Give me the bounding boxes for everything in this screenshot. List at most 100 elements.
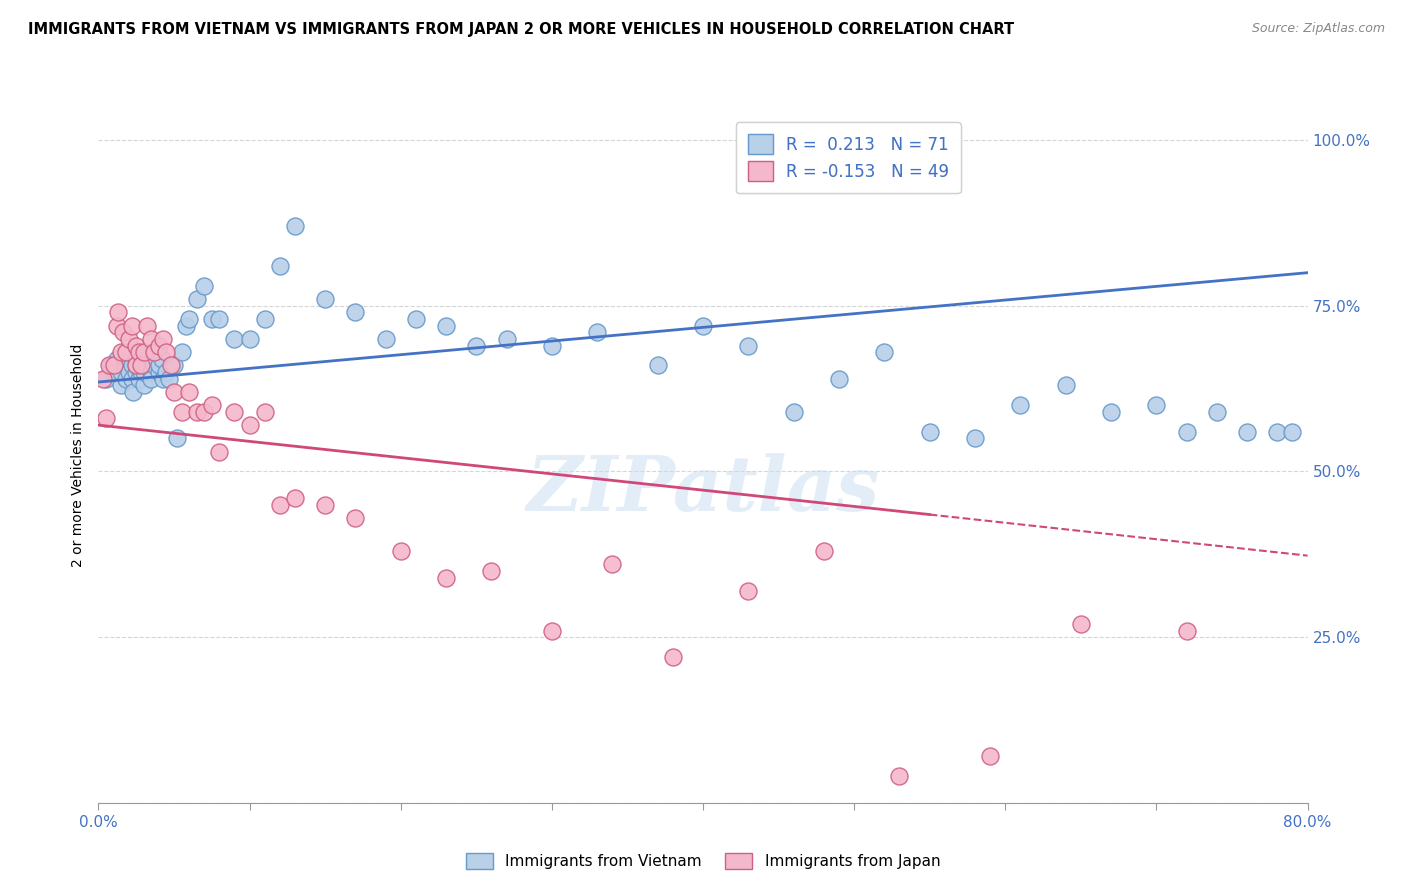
Point — [813, 544, 835, 558]
Point — [253, 312, 276, 326]
Point — [1175, 624, 1198, 638]
Point — [155, 365, 177, 379]
Point — [1206, 405, 1229, 419]
Text: Source: ZipAtlas.com: Source: ZipAtlas.com — [1251, 22, 1385, 36]
Point — [91, 372, 114, 386]
Point — [150, 351, 173, 366]
Point — [314, 292, 336, 306]
Point — [873, 345, 896, 359]
Point — [132, 365, 155, 379]
Point — [128, 372, 150, 386]
Point — [100, 359, 122, 373]
Point — [135, 359, 157, 373]
Point — [121, 359, 143, 373]
Point — [208, 312, 231, 326]
Point — [465, 338, 488, 352]
Point — [143, 359, 166, 373]
Point — [434, 570, 457, 584]
Point — [239, 418, 262, 433]
Point — [114, 372, 136, 386]
Point — [105, 351, 128, 366]
Point — [979, 749, 1001, 764]
Point — [110, 365, 132, 379]
Point — [118, 332, 141, 346]
Point — [269, 498, 291, 512]
Point — [129, 365, 152, 379]
Point — [125, 359, 148, 373]
Point — [121, 318, 143, 333]
Point — [103, 365, 125, 379]
Point — [540, 338, 562, 352]
Y-axis label: 2 or more Vehicles in Household: 2 or more Vehicles in Household — [72, 343, 86, 566]
Point — [965, 431, 987, 445]
Point — [129, 359, 152, 373]
Point — [118, 365, 141, 379]
Point — [118, 351, 141, 366]
Point — [98, 359, 121, 373]
Point — [224, 332, 246, 346]
Point — [152, 372, 174, 386]
Point — [160, 359, 183, 373]
Point — [783, 405, 806, 419]
Point — [128, 345, 150, 359]
Point — [692, 318, 714, 333]
Point — [737, 583, 759, 598]
Point — [314, 498, 336, 512]
Point — [1267, 425, 1289, 439]
Point — [132, 345, 155, 359]
Point — [1281, 425, 1303, 439]
Point — [828, 372, 851, 386]
Point — [389, 544, 412, 558]
Point — [1236, 425, 1258, 439]
Point — [152, 332, 174, 346]
Point — [166, 431, 188, 445]
Point — [239, 332, 262, 346]
Point — [170, 345, 193, 359]
Point — [125, 359, 148, 373]
Point — [148, 359, 170, 373]
Point — [135, 318, 157, 333]
Point — [132, 378, 155, 392]
Point — [121, 372, 143, 386]
Point — [540, 624, 562, 638]
Point — [148, 365, 170, 379]
Point — [136, 351, 159, 366]
Point — [159, 372, 181, 386]
Point — [586, 326, 609, 340]
Point — [1070, 616, 1092, 631]
Point — [662, 650, 685, 665]
Point — [186, 292, 208, 306]
Point — [602, 558, 624, 572]
Legend: Immigrants from Vietnam, Immigrants from Japan: Immigrants from Vietnam, Immigrants from… — [460, 847, 946, 875]
Point — [107, 305, 129, 319]
Point — [201, 398, 224, 412]
Point — [110, 345, 132, 359]
Point — [94, 372, 117, 386]
Point — [125, 351, 148, 366]
Point — [155, 345, 177, 359]
Point — [1010, 398, 1032, 412]
Point — [163, 384, 186, 399]
Point — [179, 384, 201, 399]
Point — [1099, 405, 1122, 419]
Point — [193, 279, 215, 293]
Point — [110, 378, 132, 392]
Point — [405, 312, 427, 326]
Point — [495, 332, 517, 346]
Point — [122, 384, 145, 399]
Point — [174, 318, 197, 333]
Point — [125, 365, 148, 379]
Point — [163, 359, 186, 373]
Point — [125, 338, 148, 352]
Legend: R =  0.213   N = 71, R = -0.153   N = 49: R = 0.213 N = 71, R = -0.153 N = 49 — [735, 122, 960, 193]
Point — [1054, 378, 1077, 392]
Point — [145, 345, 167, 359]
Point — [111, 326, 134, 340]
Text: ZIPatlas: ZIPatlas — [526, 453, 880, 526]
Point — [224, 405, 246, 419]
Point — [434, 318, 457, 333]
Point — [269, 259, 291, 273]
Point — [344, 305, 367, 319]
Point — [647, 359, 669, 373]
Point — [201, 312, 224, 326]
